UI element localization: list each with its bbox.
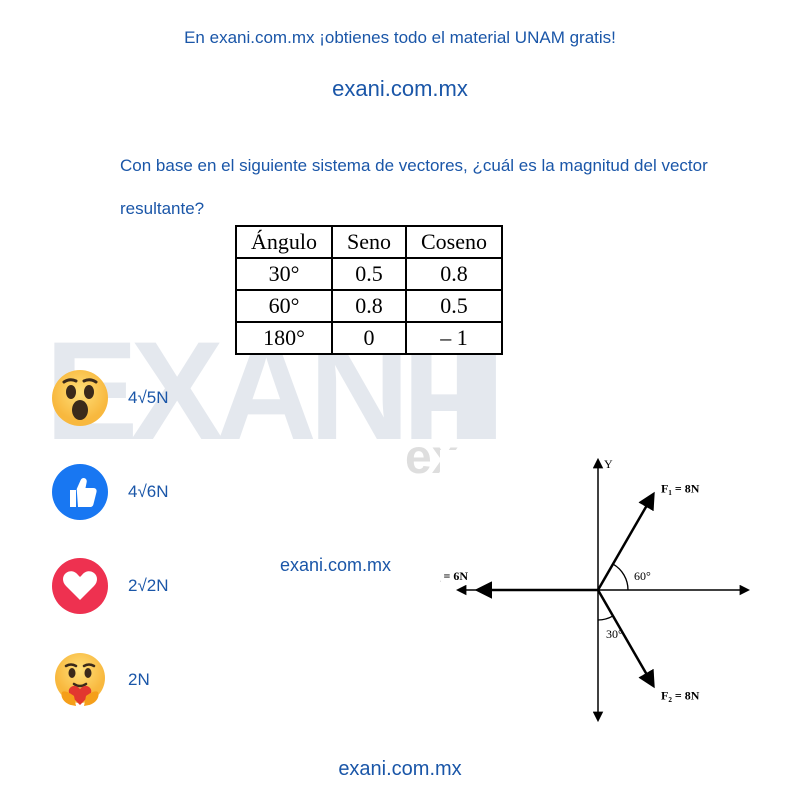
vector-diagram: Y F₁ = 8N F₂ = 8N F₃ = 6N 60° 30° — [440, 450, 760, 730]
trig-table: ÁnguloSenoCoseno 30°0.50.860°0.80.5180°0… — [235, 225, 503, 355]
site-label-top: exani.com.mx — [0, 76, 800, 102]
table-header: Ángulo — [236, 226, 332, 258]
svg-text:60°: 60° — [634, 569, 651, 583]
svg-text:F₁ = 8N: F₁ = 8N — [661, 482, 700, 496]
svg-text:F₂ = 8N: F₂ = 8N — [661, 688, 700, 702]
answer-label: 4√6N — [128, 482, 169, 502]
svg-text:Y: Y — [604, 457, 613, 471]
table-row: 30°0.50.8 — [236, 258, 502, 290]
table-row: 180°0– 1 — [236, 322, 502, 354]
love-reaction-icon[interactable] — [50, 556, 110, 616]
table-row: 60°0.80.5 — [236, 290, 502, 322]
answers-list: 4√5N 4√6N 2√2N 2N — [50, 368, 169, 744]
site-label-middle: exani.com.mx — [280, 555, 391, 576]
answer-option[interactable]: 2√2N — [50, 556, 169, 616]
question-text: Con base en el siguiente sistema de vect… — [120, 145, 740, 230]
answer-option[interactable]: 4√5N — [50, 368, 169, 428]
answer-option[interactable]: 4√6N — [50, 462, 169, 522]
table-header: Coseno — [406, 226, 502, 258]
svg-text:30°: 30° — [606, 627, 623, 641]
table-header: Seno — [332, 226, 406, 258]
site-label-bottom: exani.com.mx — [0, 758, 800, 781]
like-reaction-icon[interactable] — [50, 462, 110, 522]
wow-reaction-icon[interactable] — [50, 368, 110, 428]
answer-label: 4√5N — [128, 388, 169, 408]
answer-option[interactable]: 2N — [50, 650, 169, 710]
answer-label: 2√2N — [128, 576, 169, 596]
header-text: En exani.com.mx ¡obtienes todo el materi… — [0, 28, 800, 48]
answer-label: 2N — [128, 670, 150, 690]
svg-text:F₃ = 6N: F₃ = 6N — [440, 569, 468, 583]
care-reaction-icon[interactable] — [50, 650, 110, 710]
